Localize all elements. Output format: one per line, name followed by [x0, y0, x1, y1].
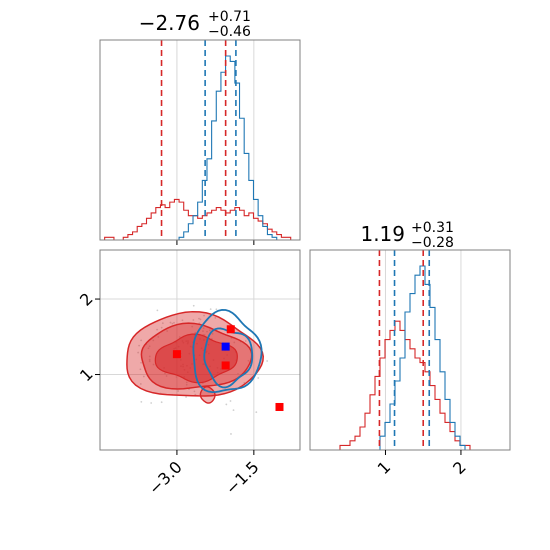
panel-2d-sample [203, 334, 206, 336]
panel-2d-sample [166, 330, 169, 332]
panel-2d: −3.0 −1.5 1 2 [76, 249, 301, 498]
panel-2d-sample [137, 351, 140, 354]
panel-2d-sample [185, 381, 188, 384]
panel-2d-sample [165, 375, 168, 377]
panel-2d-sample [225, 403, 228, 406]
panel-hist-2-frame [309, 249, 511, 451]
panel-2d-x-tick-label: −1.5 [222, 457, 263, 498]
panel-2d-sample [152, 363, 155, 366]
panel-2d-sample [185, 383, 188, 386]
hist2-blue-histogram [310, 265, 510, 451]
panel-2d-sample [156, 328, 159, 331]
hist1-red-histogram [100, 198, 300, 241]
panel-2d-sample [230, 433, 232, 435]
panel-2d-sample [232, 409, 235, 412]
hist1-blue-histogram [100, 55, 300, 241]
panel-2d-sample [192, 304, 195, 307]
panel-2d-sample [255, 411, 258, 414]
panel-2d-sample [191, 325, 194, 328]
panel-2d-sample [209, 308, 212, 311]
panel-2d-x-tick-label: −3.0 [145, 457, 186, 498]
panel-2d-y-tick-label: 2 [76, 289, 97, 310]
panel-2d-sample [247, 359, 250, 362]
panel-2d-sample [161, 322, 164, 325]
panel-2d-sample [173, 321, 175, 324]
panel-2d-sample [214, 316, 217, 319]
panel-2d-sample [140, 339, 143, 342]
panel-2d-sample [157, 336, 160, 338]
panel-2d-sample [140, 361, 143, 364]
panel-2d-sample [178, 336, 181, 338]
panel-2d-sample [148, 360, 151, 363]
panel-2d-sample [211, 332, 214, 335]
panel-2d-sample [193, 390, 196, 393]
panel-2d-sample [206, 330, 208, 333]
panel-2d-y-tick-label: 1 [76, 365, 97, 386]
panel-hist-2-title: 1.19 [360, 222, 405, 246]
panel-hist-1-title: −2.76 [139, 11, 200, 35]
panel-hist-2-title-lower: −0.28 [411, 235, 454, 251]
panel-hist-2-title-upper: +0.31 [411, 220, 454, 236]
panel-2d-sample [160, 401, 163, 404]
panel-2d-sample [185, 396, 187, 398]
panel-2d-sample [208, 329, 211, 332]
panel-2d-sample [152, 339, 155, 342]
hist2-x-tick-label: 1 [374, 457, 395, 478]
panel-2d-sample [164, 372, 166, 375]
panel-hist-1-title-lower: −0.46 [208, 24, 251, 40]
panel-2d-sample [229, 400, 232, 402]
panel-2d-red-point [275, 402, 284, 411]
panel-2d-sample [148, 345, 151, 348]
panel-2d-sample [148, 355, 151, 358]
hist2-red-histogram [310, 320, 510, 451]
panel-2d-blue-contour-inner [203, 327, 254, 389]
panel-hist-1-title-upper: +0.71 [208, 9, 251, 25]
panel-2d-sample [150, 402, 153, 404]
panel-2d-sample [160, 326, 163, 329]
panel-2d-sample [194, 331, 197, 334]
panel-2d-sample [181, 319, 184, 322]
panel-2d-red-point [221, 361, 230, 370]
panel-2d-sample [177, 390, 180, 392]
panel-2d-sample [237, 373, 239, 375]
panel-2d-red-contour-island [199, 386, 216, 404]
panel-2d-sample [139, 383, 142, 385]
panel-2d-sample [156, 309, 159, 312]
panel-2d-red-point [226, 325, 235, 334]
panel-2d-sample [142, 375, 145, 378]
panel-2d-sample [192, 319, 195, 321]
panel-2d-sample [169, 321, 172, 324]
panel-2d-sample [148, 358, 151, 361]
panel-2d-sample [203, 314, 205, 317]
panel-2d-blue-contour-outer [192, 308, 263, 394]
panel-2d-sample [202, 327, 205, 329]
panel-2d-sample [175, 376, 178, 378]
panel-2d-sample [266, 360, 269, 362]
panel-hist-1: −2.76 +0.71 −0.46 [99, 9, 301, 245]
panel-2d-sample [202, 330, 204, 332]
panel-2d-red-contour-inner [154, 333, 238, 384]
panel-2d-sample [140, 400, 143, 403]
panel-2d-sample [215, 308, 218, 311]
panel-2d-sample [139, 368, 142, 371]
panel-2d-sample [171, 322, 174, 325]
panel-2d-red-point [172, 350, 181, 359]
panel-hist-1-frame [99, 39, 301, 241]
panel-2d-sample [257, 377, 260, 379]
hist2-x-tick-label: 2 [449, 457, 470, 478]
panel-2d-sample [199, 318, 202, 321]
panel-2d-sample [198, 317, 200, 320]
panel-2d-blue-point [221, 342, 230, 351]
panel-2d-frame [99, 249, 301, 451]
panel-2d-sample [233, 341, 236, 344]
panel-2d-sample [138, 344, 141, 347]
panel-2d-sample [147, 347, 150, 350]
panel-hist-2: 1 2 1.19 +0.31 −0.28 [309, 220, 511, 478]
panel-2d-sample [244, 340, 247, 342]
